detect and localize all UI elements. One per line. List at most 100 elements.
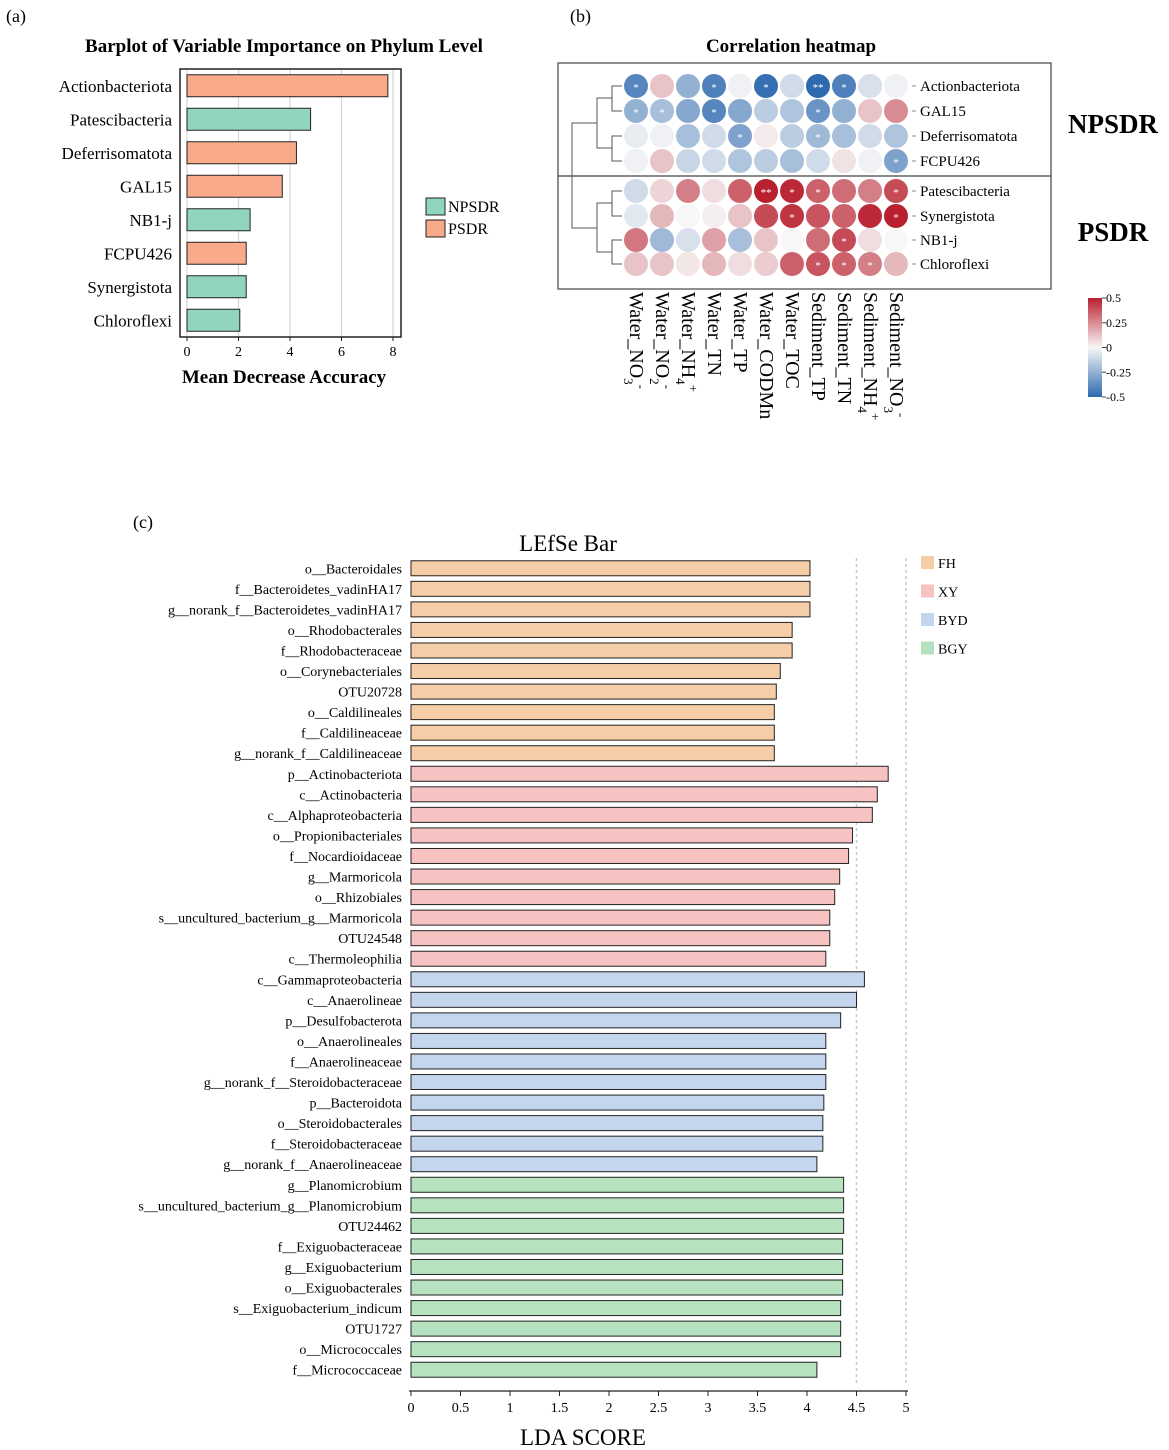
panel-b-title: Correlation heatmap <box>706 36 876 57</box>
panel-c-bar-label: p__Bacteroidota <box>309 1097 402 1112</box>
panel-b-cell <box>858 74 882 98</box>
panel-a-category-label: Patescibacteria <box>70 110 172 129</box>
panel-b-cell <box>702 252 726 276</box>
panel-c-bar-label: c__Alphaproteobacteria <box>268 809 403 824</box>
panel-c-xlabel: LDA SCORE <box>520 1425 646 1450</box>
panel-c-bar <box>410 642 793 659</box>
panel-a-bar <box>186 308 241 332</box>
panel-b-significance-mark: * <box>633 82 639 94</box>
panel-b-cell <box>806 99 830 123</box>
panel-c-bar-label: g__Marmoricola <box>308 871 403 886</box>
panel-c-bar <box>410 601 811 618</box>
panel-b-colorbar-tick-label: 0 <box>1106 341 1112 355</box>
panel-b-group-label: PSDR <box>1078 217 1149 247</box>
panel-c-bar-label: o__Anaerolineales <box>297 1035 402 1050</box>
panel-c-bar <box>410 1361 818 1378</box>
panel-b-cell <box>780 74 804 98</box>
panel-b-significance-mark: * <box>815 132 821 144</box>
panel-b-significance-mark: * <box>815 187 821 199</box>
panel-b-column-label: Water_TP <box>729 292 751 373</box>
panel-c-bar <box>410 1115 824 1132</box>
panel-c-label: (c) <box>133 512 153 533</box>
panel-c-tick-label: 5 <box>903 1401 910 1416</box>
panel-b-row-label: Actionbacteriota <box>920 79 1020 95</box>
panel-c-bar-label: g__Planomicrobium <box>288 1179 402 1194</box>
panel-b-cell <box>754 252 778 276</box>
panel-b-colorbar-tick-label: 0.5 <box>1106 291 1121 305</box>
panel-b-significance-mark: * <box>737 132 743 144</box>
panel-c-bar-label: s__uncultured_bacterium_g__Marmoricola <box>159 912 403 927</box>
panel-b-cell <box>676 228 700 252</box>
panel-b-cell <box>702 228 726 252</box>
panel-b-significance-mark: * <box>841 236 847 248</box>
panel-c-tick-label: 1 <box>507 1401 514 1416</box>
panel-b-significance-mark: * <box>893 212 899 224</box>
panel-b-significance-mark: * <box>763 82 769 94</box>
panel-b-cell <box>728 124 752 148</box>
panel-b-cell <box>650 99 674 123</box>
panel-c-bar <box>410 1074 827 1091</box>
panel-a-bar <box>186 241 247 265</box>
panel-b-significance-mark: * <box>711 82 717 94</box>
panel-b-cell <box>624 228 648 252</box>
panel-c-bar <box>410 1300 842 1317</box>
panel-b-cell <box>832 149 856 173</box>
panel-b-cell <box>702 204 726 228</box>
panel-a-tick-label: 8 <box>390 345 397 360</box>
panel-c-tick-label: 2.5 <box>650 1401 668 1416</box>
panel-b-cell <box>754 74 778 98</box>
panel-c-bar <box>410 950 827 967</box>
panel-c-bar-label: o__Bacteroidales <box>305 562 402 577</box>
panel-b-row-label: FCPU426 <box>920 154 981 170</box>
panel-b-cell <box>884 99 908 123</box>
panel-b-cell <box>858 204 882 228</box>
panel-b-column-label: Water_NO3- <box>621 292 649 389</box>
panel-b-cell <box>780 228 804 252</box>
panel-b-cell <box>806 124 830 148</box>
panel-b-cell <box>884 228 908 252</box>
panel-b-cell <box>780 204 804 228</box>
panel-b-cell <box>650 149 674 173</box>
panel-c-bar-label: f__Steroidobacteraceae <box>271 1138 402 1153</box>
panel-c-bar <box>410 1217 845 1234</box>
panel-c-bar-label: c__Anaerolineae <box>307 994 402 1009</box>
panel-b-cell <box>650 252 674 276</box>
panel-c-bar-label: f__Exiguobacteraceae <box>278 1240 402 1255</box>
panel-b-cell <box>806 252 830 276</box>
panel-c-bar <box>410 560 811 577</box>
panel-a-barplot: (a) Barplot of Variable Importance on Ph… <box>6 6 500 388</box>
panel-c-bar <box>410 868 841 885</box>
panel-b-cell <box>806 204 830 228</box>
panel-b-cell <box>728 252 752 276</box>
panel-a-category-label: Deferrisomatota <box>62 144 173 163</box>
panel-a-bar <box>186 208 251 232</box>
panel-c-tick-label: 3 <box>705 1401 712 1416</box>
panel-b-cell <box>650 179 674 203</box>
panel-a-legend-label: PSDR <box>448 221 488 238</box>
panel-a-category-label: NB1-j <box>130 211 173 230</box>
panel-b-cell <box>702 74 726 98</box>
panel-b-cell <box>884 149 908 173</box>
panel-a-bar <box>186 141 297 165</box>
panel-c-tick-label: 2 <box>606 1401 613 1416</box>
panel-b-cell <box>624 74 648 98</box>
panel-c-bar <box>410 847 850 864</box>
panel-b-cell <box>676 99 700 123</box>
panel-a-legend-swatch <box>425 219 446 238</box>
panel-c-bar-label: o__Steroidobacterales <box>278 1117 402 1132</box>
panel-b-cell <box>624 252 648 276</box>
panel-c-bar-label: f__Bacteroidetes_vadinHA17 <box>235 583 402 598</box>
panel-c-bar-label: f__Micrococcaceae <box>292 1364 402 1379</box>
panel-c-bar <box>410 786 878 803</box>
panel-b-significance-mark: * <box>711 107 717 119</box>
panel-a-title: Barplot of Variable Importance on Phylum… <box>85 36 483 57</box>
panel-b-significance-mark: * <box>789 212 795 224</box>
panel-c-bar-label: p__Actinobacteriota <box>288 768 403 783</box>
panel-c-bar <box>410 1197 845 1214</box>
panel-c-bar-label: o__Caldilineales <box>308 706 402 721</box>
panel-b-cell <box>650 228 674 252</box>
panel-b-heatmap: (b) Correlation heatmap * * * ** ** * * ** **** *… <box>557 6 1158 420</box>
panel-b-cell <box>676 124 700 148</box>
panel-b-cell <box>624 179 648 203</box>
panel-c-bar-label: OTU24462 <box>338 1220 402 1235</box>
